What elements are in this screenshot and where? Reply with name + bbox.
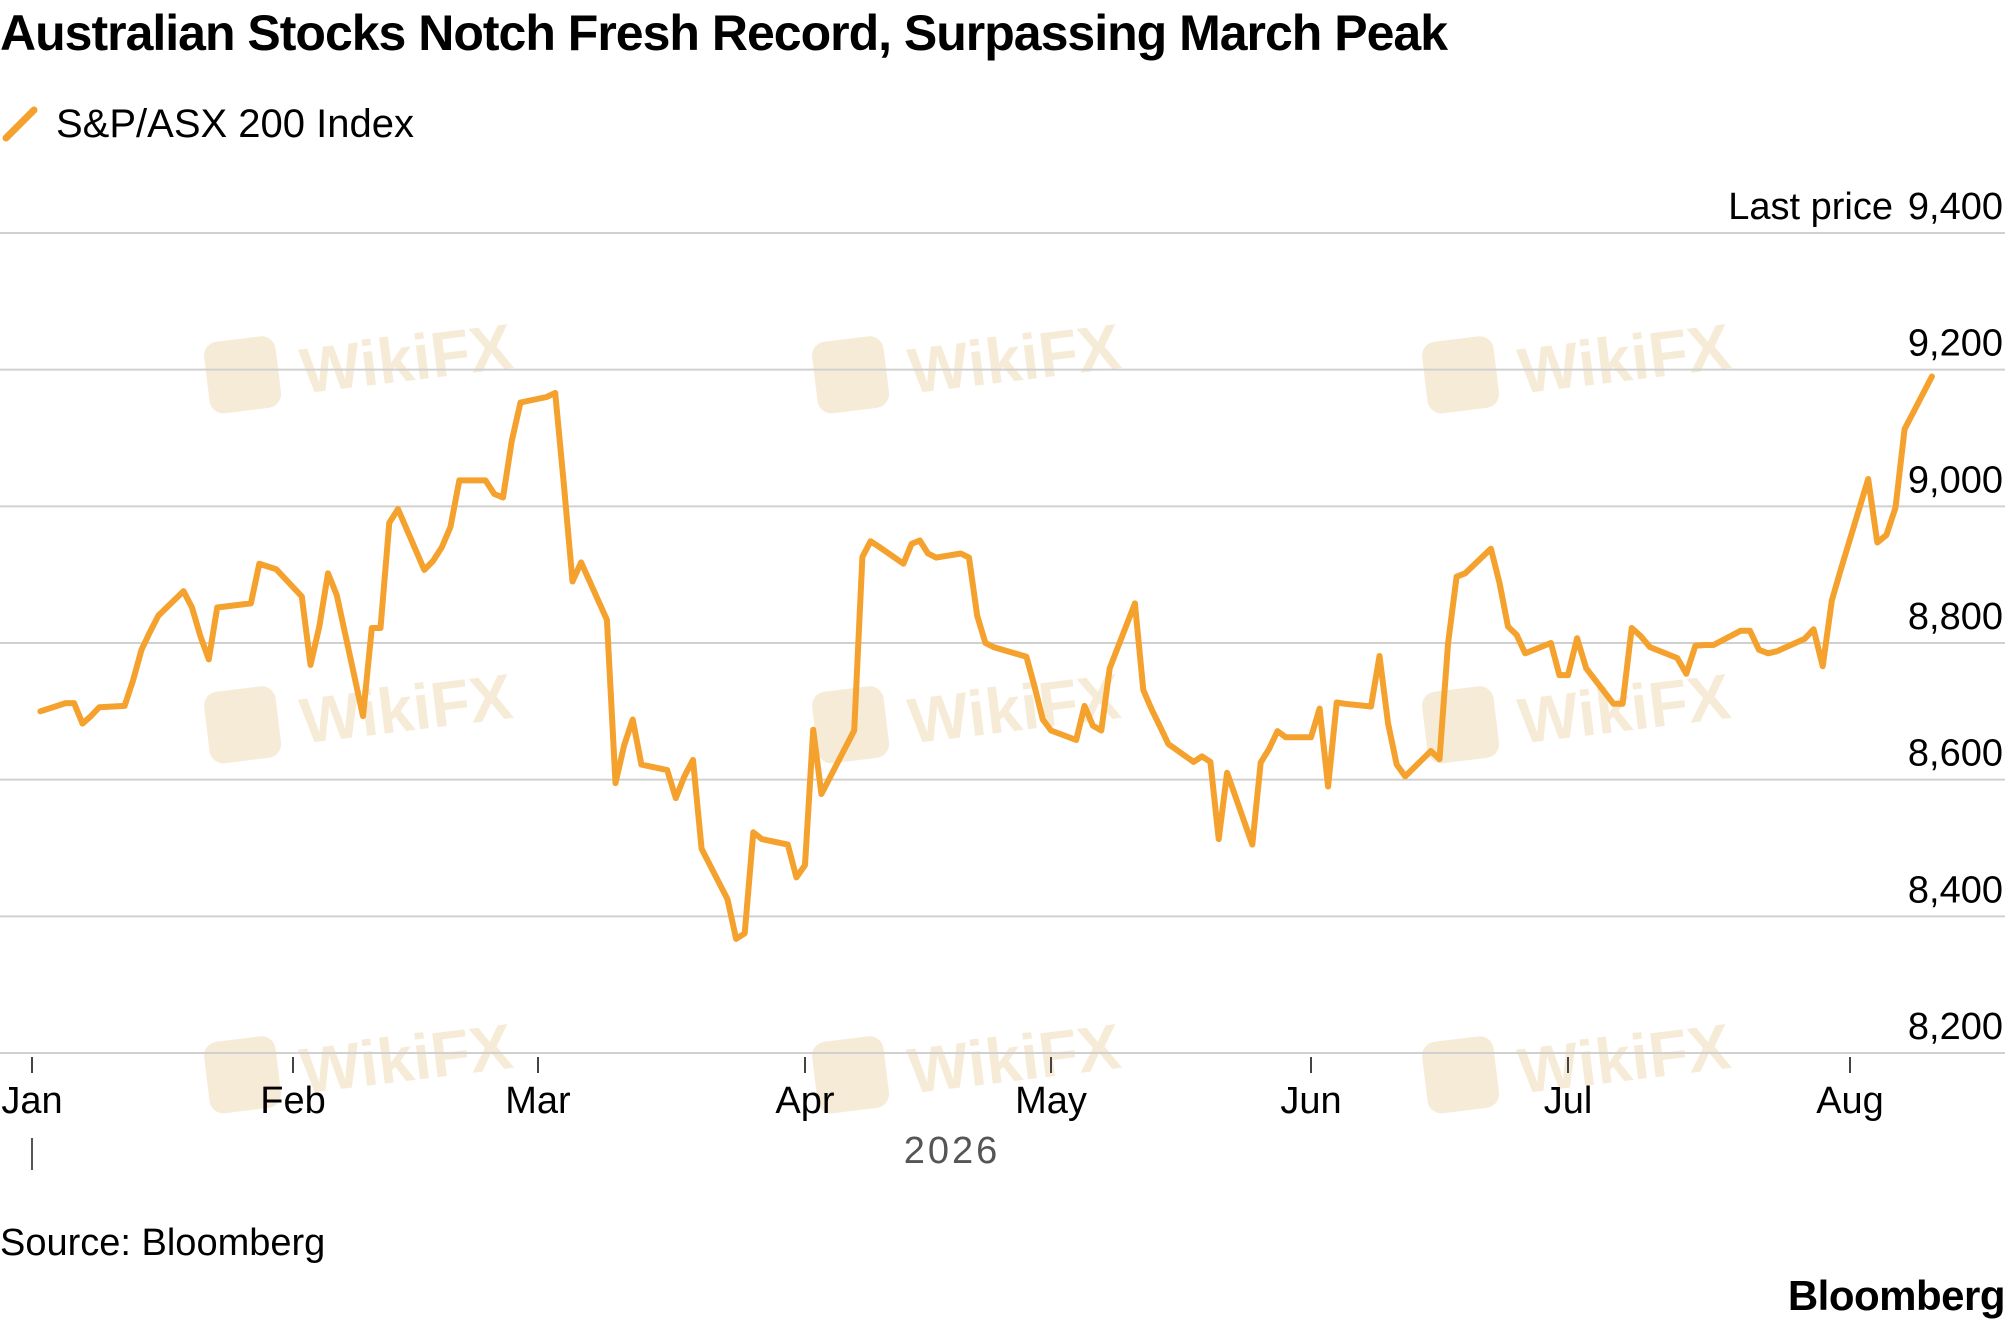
y-tick-label: 8,200 bbox=[1908, 1006, 2003, 1048]
legend-line-swatch-icon bbox=[2, 106, 38, 142]
y-tick-label: 8,800 bbox=[1908, 596, 2003, 638]
x-tick-label: Apr bbox=[775, 1080, 834, 1122]
x-tick-label: Jun bbox=[1280, 1080, 1341, 1122]
y-tick-label: 8,600 bbox=[1908, 733, 2003, 775]
legend-label: S&P/ASX 200 Index bbox=[56, 101, 415, 146]
watermark-1: WikiFX bbox=[812, 310, 1125, 414]
source-note: Source: Bloomberg bbox=[0, 1222, 326, 1264]
x-tick-label: Aug bbox=[1816, 1080, 1884, 1122]
x-tick-label: Feb bbox=[260, 1080, 325, 1122]
brand-logo: Bloomberg bbox=[1787, 1272, 2005, 1319]
watermark-0: WikiFX bbox=[204, 310, 517, 414]
x-tick-label: May bbox=[1015, 1080, 1087, 1122]
chart-title: Australian Stocks Notch Fresh Record, Su… bbox=[0, 5, 1448, 61]
x-axis-year-label: 2026 bbox=[904, 1130, 1001, 1172]
svg-text:WikiFX: WikiFX bbox=[904, 310, 1124, 407]
x-tick-label: Jul bbox=[1544, 1080, 1593, 1122]
y-axis-header: Last price bbox=[1728, 186, 1893, 228]
x-tick-label: Mar bbox=[505, 1080, 571, 1122]
svg-text:WikiFX: WikiFX bbox=[296, 310, 516, 407]
y-tick-label: 8,400 bbox=[1908, 869, 2003, 911]
legend: S&P/ASX 200 Index bbox=[0, 96, 414, 152]
svg-text:WikiFX: WikiFX bbox=[296, 660, 516, 757]
svg-text:WikiFX: WikiFX bbox=[904, 660, 1124, 757]
watermark-2: WikiFX bbox=[1422, 310, 1735, 414]
y-tick-label: 9,400 bbox=[1908, 186, 2003, 228]
svg-text:WikiFX: WikiFX bbox=[296, 1010, 516, 1107]
x-axis: Jan Feb Mar Apr May Jun Jul Aug bbox=[1, 1057, 1884, 1122]
series-line-asx200 bbox=[37, 373, 1935, 942]
x-tick-label: Jan bbox=[1, 1080, 62, 1122]
svg-text:WikiFX: WikiFX bbox=[1514, 310, 1734, 407]
gridlines bbox=[0, 232, 2005, 1054]
y-tick-label: 9,200 bbox=[1908, 323, 2003, 365]
watermark-6: WikiFX bbox=[204, 1010, 517, 1114]
y-tick-label: 9,000 bbox=[1908, 459, 2003, 501]
y-axis-labels: 8,200 8,400 8,600 8,800 9,000 9,200 9,400 bbox=[1908, 186, 2003, 1048]
